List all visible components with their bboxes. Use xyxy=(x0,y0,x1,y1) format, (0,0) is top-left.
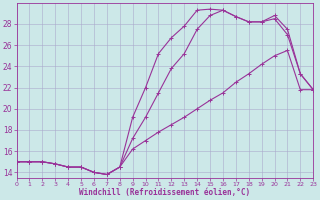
X-axis label: Windchill (Refroidissement éolien,°C): Windchill (Refroidissement éolien,°C) xyxy=(79,188,251,197)
